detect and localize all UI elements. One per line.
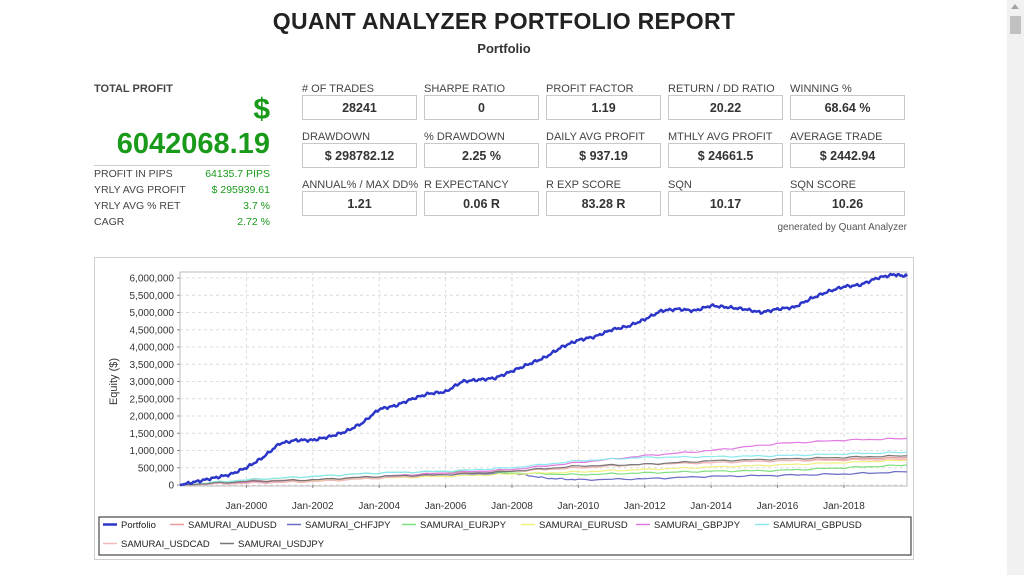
y-tick-label: 5,500,000 <box>130 291 175 302</box>
series-line-samurai-usdjpy <box>179 454 908 486</box>
metric-value-average-trade: $ 2442.94 <box>790 143 905 168</box>
vertical-scrollbar[interactable] <box>1007 0 1024 575</box>
y-tick-label: 1,500,000 <box>130 429 175 440</box>
plot-area <box>179 271 908 487</box>
metric-label-pct-drawdown: % DRAWDOWN <box>424 131 505 143</box>
metric-value-annual-maxdd: 1.21 <box>302 191 417 216</box>
report-title: QUANT ANALYZER PORTFOLIO REPORT <box>272 8 736 34</box>
metric-value-pct-drawdown: 2.25 % <box>424 143 539 168</box>
metric-label-return-dd: RETURN / DD RATIO <box>668 83 775 95</box>
y-tick-label: 2,500,000 <box>130 394 175 405</box>
metric-value-sharpe: 0 <box>424 95 539 120</box>
profit-summary-label: PROFIT IN PIPS <box>94 168 173 180</box>
y-tick-label: 1,000,000 <box>130 446 175 457</box>
profit-summary-row: YRLY AVG % RET 3.7 % <box>94 198 270 214</box>
legend-label: SAMURAI_GBPUSD <box>773 520 862 531</box>
profit-summary-value: 64135.7 PIPS <box>205 168 270 180</box>
x-tick-label: Jan-2004 <box>358 501 400 512</box>
y-axis-label: Equity ($) <box>108 358 120 405</box>
legend-label: Portfolio <box>121 520 156 531</box>
profit-summary-row: PROFIT IN PIPS 64135.7 PIPS <box>94 166 270 182</box>
x-tick-label: Jan-2012 <box>624 501 666 512</box>
metric-label-sharpe: SHARPE RATIO <box>424 83 506 95</box>
metric-value-r-expectancy: 0.06 R <box>424 191 539 216</box>
profit-summary-row: CAGR 2.72 % <box>94 214 270 230</box>
metric-label-r-exp-score: R EXP SCORE <box>546 179 621 191</box>
profit-summary-label: YRLY AVG PROFIT <box>94 184 186 196</box>
metric-value-sqn-score: 10.26 <box>790 191 905 216</box>
metric-label-average-trade: AVERAGE TRADE <box>790 131 883 143</box>
x-tick-label: Jan-2018 <box>823 501 865 512</box>
metric-label-trades: # OF TRADES <box>302 83 374 95</box>
legend-label: SAMURAI_EURUSD <box>539 520 628 531</box>
legend-label: SAMURAI_GBPJPY <box>654 520 741 531</box>
x-tick-label: Jan-2000 <box>226 501 268 512</box>
report-subtitle: Portfolio <box>477 41 531 56</box>
profit-summary-value: 3.7 % <box>243 200 270 212</box>
profit-summary-value: 2.72 % <box>237 216 270 228</box>
metric-value-trades: 28241 <box>302 95 417 120</box>
metric-value-return-dd: 20.22 <box>668 95 783 120</box>
legend-label: SAMURAI_USDJPY <box>238 539 325 550</box>
generated-by-note: generated by Quant Analyzer <box>777 222 907 233</box>
metric-label-daily-avg: DAILY AVG PROFIT <box>546 131 646 143</box>
scroll-up-arrow-icon[interactable] <box>1011 4 1019 9</box>
profit-summary-row: YRLY AVG PROFIT $ 295939.61 <box>94 182 270 198</box>
metric-value-drawdown: $ 298782.12 <box>302 143 417 168</box>
metric-label-sqn-score: SQN SCORE <box>790 179 857 191</box>
y-tick-label: 4,500,000 <box>130 325 175 336</box>
metric-value-daily-avg: $ 937.19 <box>546 143 661 168</box>
metric-value-r-exp-score: 83.28 R <box>546 191 661 216</box>
metric-value-winning: 68.64 % <box>790 95 905 120</box>
y-tick-label: 4,000,000 <box>130 343 175 354</box>
series-line-portfolio <box>179 272 908 487</box>
legend-label: SAMURAI_AUDUSD <box>188 520 277 531</box>
metric-value-profit-factor: 1.19 <box>546 95 661 120</box>
x-tick-label: Jan-2002 <box>292 501 334 512</box>
metric-label-annual-maxdd: ANNUAL% / MAX DD% <box>302 179 419 191</box>
series-line-samurai-gbpusd <box>179 451 908 486</box>
x-tick-label: Jan-2008 <box>491 501 533 512</box>
y-tick-label: 5,000,000 <box>130 308 175 319</box>
legend-box <box>98 516 912 556</box>
profit-summary-table: PROFIT IN PIPS 64135.7 PIPS YRLY AVG PRO… <box>94 165 270 230</box>
metric-label-sqn: SQN <box>668 179 692 191</box>
legend-label: SAMURAI_CHFJPY <box>305 520 391 531</box>
metric-label-profit-factor: PROFIT FACTOR <box>546 83 634 95</box>
x-tick-label: Jan-2014 <box>690 501 732 512</box>
metric-value-sqn: 10.17 <box>668 191 783 216</box>
total-profit-currency: $ <box>253 93 270 126</box>
profit-summary-label: CAGR <box>94 216 125 228</box>
x-tick-label: Jan-2016 <box>757 501 799 512</box>
legend-label: SAMURAI_EURJPY <box>420 520 507 531</box>
legend-label: SAMURAI_USDCAD <box>121 539 210 550</box>
total-profit-label: TOTAL PROFIT <box>94 83 173 95</box>
equity-chart: 0 500,000 1,000,000 1,500,000 2,000,000 2,500… <box>94 257 914 560</box>
total-profit-value: 6042068.19 <box>116 128 270 160</box>
equity-chart-svg: 0 500,000 1,000,000 1,500,000 2,000,000 2,500… <box>98 271 912 556</box>
metric-label-winning: WINNING % <box>790 83 852 95</box>
y-tick-label: 500,000 <box>138 463 175 474</box>
series-line-samurai-eurusd <box>179 459 908 486</box>
metric-value-monthly-avg: $ 24661.5 <box>668 143 783 168</box>
y-tick-label: 0 <box>168 481 174 492</box>
x-tick-label: Jan-2006 <box>425 501 467 512</box>
metric-label-monthly-avg: MTHLY AVG PROFIT <box>668 131 773 143</box>
y-tick-label: 6,000,000 <box>130 274 175 285</box>
y-tick-label: 2,000,000 <box>130 412 175 423</box>
profit-summary-label: YRLY AVG % RET <box>94 200 181 212</box>
y-tick-label: 3,500,000 <box>130 360 175 371</box>
profit-summary-value: $ 295939.61 <box>211 184 270 196</box>
metric-label-r-expectancy: R EXPECTANCY <box>424 179 509 191</box>
scrollbar-thumb[interactable] <box>1010 16 1021 34</box>
x-tick-label: Jan-2010 <box>558 501 600 512</box>
metric-label-drawdown: DRAWDOWN <box>302 131 371 143</box>
y-tick-label: 3,000,000 <box>130 377 175 388</box>
